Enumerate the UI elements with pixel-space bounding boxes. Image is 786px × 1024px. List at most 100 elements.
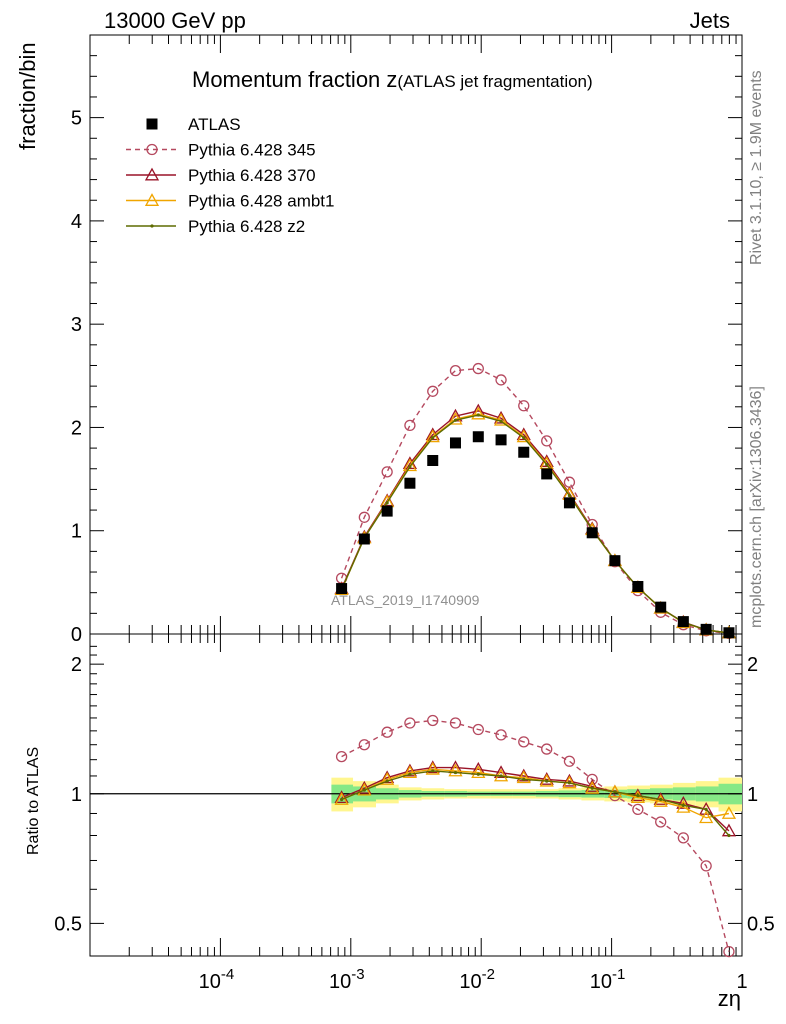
data-point-pythia-6-428-345 xyxy=(358,511,370,523)
main-y-tick-label: 5 xyxy=(71,108,82,130)
side-mcplots-label: mcplots.cern.ch [arXiv:1306.3436] xyxy=(748,386,765,628)
ratio-y-tick-label-right: 2 xyxy=(747,654,758,676)
ratio-y-axis-label: Ratio to ATLAS xyxy=(25,747,42,855)
ratio-point-pythia-6-428-z2 xyxy=(408,772,412,776)
data-point-atlas xyxy=(632,580,644,592)
ratio-point-pythia-6-428-345 xyxy=(655,816,667,828)
ratio-point-pythia-6-428-345 xyxy=(472,723,484,736)
x-tick-label: 10-2 xyxy=(459,966,495,993)
data-point-atlas xyxy=(655,601,667,613)
ratio-point-pythia-6-428-345 xyxy=(563,755,576,767)
x-tick-label: 1 xyxy=(736,971,747,993)
ratio-y-tick-label: 0.5 xyxy=(54,913,82,935)
main-series-layer xyxy=(334,362,737,640)
main-x-axis xyxy=(89,35,743,634)
ratio-point-pythia-6-428-z2 xyxy=(727,833,731,838)
data-point-pythia-6-428-345 xyxy=(472,362,484,375)
ratio-point-pythia-6-428-z2 xyxy=(681,803,685,807)
ratio-point-pythia-6-428-345 xyxy=(335,750,348,763)
legend-label-pythia-6-428-370: Pythia 6.428 370 xyxy=(188,166,316,185)
ratio-point-pythia-6-428-z2 xyxy=(431,769,435,773)
main-y-tick-label: 2 xyxy=(71,417,82,439)
ratio-point-pythia-6-428-370 xyxy=(562,773,577,787)
data-point-atlas xyxy=(677,616,689,628)
legend-marker-pythia-6-428-345 xyxy=(146,143,158,156)
data-point-atlas xyxy=(358,533,370,545)
ratio-point-pythia-6-428-z2 xyxy=(545,779,549,783)
analysis-watermark: ATLAS_2019_I1740909 xyxy=(331,592,480,608)
ratio-point-pythia-6-428-z2 xyxy=(385,779,389,783)
series-line-pythia-6-428-345 xyxy=(340,367,729,635)
data-point-atlas xyxy=(586,527,598,539)
ratio-y-axis: 0.5 0.5 1 1 2 2 xyxy=(54,645,775,935)
ratio-point-pythia-6-428-345 xyxy=(700,860,712,872)
ratio-point-pythia-6-428-z2 xyxy=(453,770,458,775)
ratio-point-pythia-6-428-z2 xyxy=(522,777,526,781)
ratio-point-pythia-6-428-z2 xyxy=(476,772,480,776)
x-tick-label: 10-3 xyxy=(329,966,365,993)
legend-marker-atlas xyxy=(146,118,158,130)
data-point-atlas xyxy=(336,583,348,595)
data-point-pythia-6-428-370 xyxy=(493,410,509,424)
ratio-point-pythia-6-428-z2 xyxy=(339,797,344,802)
data-point-pythia-6-428-ambt1 xyxy=(493,412,509,426)
data-point-atlas xyxy=(541,468,553,480)
plot-title-sub: (ATLAS jet fragmentation) xyxy=(397,72,592,91)
data-point-pythia-6-428-z2 xyxy=(385,501,389,505)
header-left: 13000 GeV pp xyxy=(104,8,246,33)
data-point-atlas xyxy=(495,434,507,446)
data-point-pythia-6-428-z2 xyxy=(545,463,549,467)
data-point-atlas xyxy=(449,437,461,449)
ratio-point-pythia-6-428-345 xyxy=(586,773,598,786)
header-right: Jets xyxy=(690,8,730,33)
data-point-pythia-6-428-z2 xyxy=(431,436,435,440)
ratio-point-pythia-6-428-345 xyxy=(518,736,530,748)
data-point-pythia-6-428-345 xyxy=(404,419,416,432)
ratio-point-pythia-6-428-ambt1 xyxy=(425,761,440,775)
data-point-pythia-6-428-ambt1 xyxy=(539,456,554,470)
ratio-point-pythia-6-428-345 xyxy=(449,717,462,729)
data-point-pythia-6-428-345 xyxy=(427,385,439,397)
ratio-point-pythia-6-428-345 xyxy=(541,743,553,755)
ratio-y-tick-label-right: 1 xyxy=(747,784,758,806)
main-panel: 0 1 2 3 4 5 fraction/bin Momentum fraction z(… xyxy=(15,34,743,646)
data-point-atlas xyxy=(700,623,712,635)
data-point-atlas xyxy=(381,505,393,517)
ratio-point-pythia-6-428-z2 xyxy=(499,774,503,778)
ratio-point-pythia-6-428-z2 xyxy=(362,788,366,792)
plot-title: Momentum fraction z(ATLAS jet fragmentat… xyxy=(192,67,593,92)
ratio-point-pythia-6-428-345 xyxy=(677,832,689,844)
data-point-atlas xyxy=(563,497,575,509)
data-point-pythia-6-428-z2 xyxy=(499,419,503,423)
main-y-tick-label: 4 xyxy=(71,211,82,233)
ratio-point-pythia-6-428-ambt1 xyxy=(380,772,395,785)
legend-marker-pythia-6-428-z2 xyxy=(150,224,154,228)
legend-marker-pythia-6-428-ambt1 xyxy=(144,193,160,206)
ratio-point-pythia-6-428-z2 xyxy=(590,786,594,790)
data-point-atlas xyxy=(518,446,530,458)
main-y-tick-label: 3 xyxy=(71,314,82,336)
main-y-axis-label: fraction/bin xyxy=(15,42,40,150)
ratio-point-pythia-6-428-ambt1 xyxy=(721,806,737,819)
data-point-atlas xyxy=(723,627,735,639)
legend-label-pythia-6-428-ambt1: Pythia 6.428 ambt1 xyxy=(188,192,334,211)
main-y-tick-label: 1 xyxy=(71,521,82,543)
data-point-pythia-6-428-ambt1 xyxy=(448,411,463,425)
ratio-point-pythia-6-428-370 xyxy=(357,780,372,794)
ratio-point-pythia-6-428-z2 xyxy=(636,794,640,798)
ratio-point-pythia-6-428-370 xyxy=(539,772,554,785)
ratio-point-pythia-6-428-z2 xyxy=(613,790,617,794)
data-point-pythia-6-428-345 xyxy=(518,400,530,412)
data-point-atlas xyxy=(472,431,484,443)
side-rivet-label: Rivet 3.1.10, ≥ 1.9M events xyxy=(748,70,765,265)
x-tick-label: 10-4 xyxy=(199,966,235,993)
data-point-pythia-6-428-ambt1 xyxy=(471,406,486,420)
data-point-pythia-6-428-z2 xyxy=(408,465,412,469)
legend-label-atlas: ATLAS xyxy=(188,115,241,134)
ratio-point-pythia-6-428-345 xyxy=(427,714,439,727)
ratio-uncertainty-bands xyxy=(90,777,742,812)
plot-title-main: Momentum fraction z xyxy=(192,67,397,92)
ratio-point-pythia-6-428-345 xyxy=(358,739,370,751)
main-y-tick-label: 0 xyxy=(71,624,82,646)
